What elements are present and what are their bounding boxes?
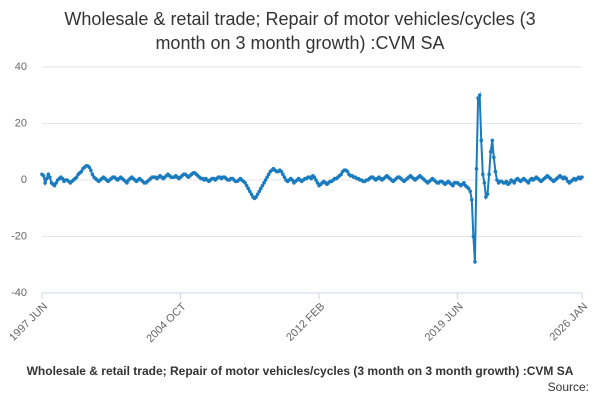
marker [90,172,95,177]
x-tick-label: 2019 JUN [423,301,466,344]
y-tick-label: 0 [21,174,27,186]
marker [281,172,285,177]
marker [314,178,318,182]
marker [244,183,249,188]
marker [87,165,92,170]
marker [243,181,247,185]
marker [312,175,317,179]
marker [315,181,320,185]
marker [512,181,517,185]
marker [487,172,491,177]
marker [48,175,52,179]
marker [507,181,512,185]
marker [248,189,252,194]
marker [493,169,498,174]
marker [257,189,262,194]
chart-title: month on 3 month growth) :CVM SA [155,33,444,53]
marker [254,195,258,199]
marker [462,181,466,185]
marker [526,181,531,185]
marker [266,172,271,177]
x-tick-label: 1997 JUN [7,301,50,344]
marker [485,192,490,196]
marker [52,183,57,188]
marker [504,179,509,184]
marker [282,175,287,179]
marker [481,172,485,177]
marker [474,166,479,171]
marker [263,178,268,182]
marker [466,186,471,191]
marker [246,186,251,191]
marker [60,176,65,181]
y-tick-label: 40 [15,61,27,73]
chart-title: Wholesale & retail trade; Repair of moto… [64,9,535,29]
marker [260,183,265,188]
y-tick-label: 20 [15,117,27,129]
marker [41,173,46,178]
footer-title: Wholesale & retail trade; Repair of moto… [27,364,574,378]
x-tick-label: 2012 FEB [284,301,327,344]
marker [43,181,47,185]
marker [262,181,266,185]
marker [471,234,476,239]
source: Source: [548,380,589,394]
marker [473,260,477,264]
marker [469,197,474,202]
marker [265,175,269,179]
y-tick-label: -20 [11,230,27,242]
marker [290,178,295,182]
marker [259,186,263,191]
marker [54,181,58,185]
marker [482,181,487,185]
marker [249,192,254,196]
marker [125,181,129,185]
x-tick-label: 2004 OCT [144,300,189,345]
marker [309,176,314,181]
marker [46,172,51,177]
marker [79,169,84,174]
marker [476,96,480,100]
marker [89,168,93,172]
marker [580,175,584,179]
marker [484,195,488,199]
marker [479,138,484,143]
marker [492,155,496,160]
marker [74,175,79,179]
x-tick-label: 2026 JAN [548,301,591,344]
marker [451,183,455,188]
marker [495,178,499,182]
marker [488,149,493,154]
marker [490,138,495,143]
marker [477,93,482,98]
y-tick-label: -40 [11,287,27,299]
marker [345,169,350,174]
marker [255,192,260,196]
marker [564,176,569,181]
marker [44,176,49,181]
marker [339,172,343,177]
marker [468,189,473,194]
marker [279,169,284,174]
